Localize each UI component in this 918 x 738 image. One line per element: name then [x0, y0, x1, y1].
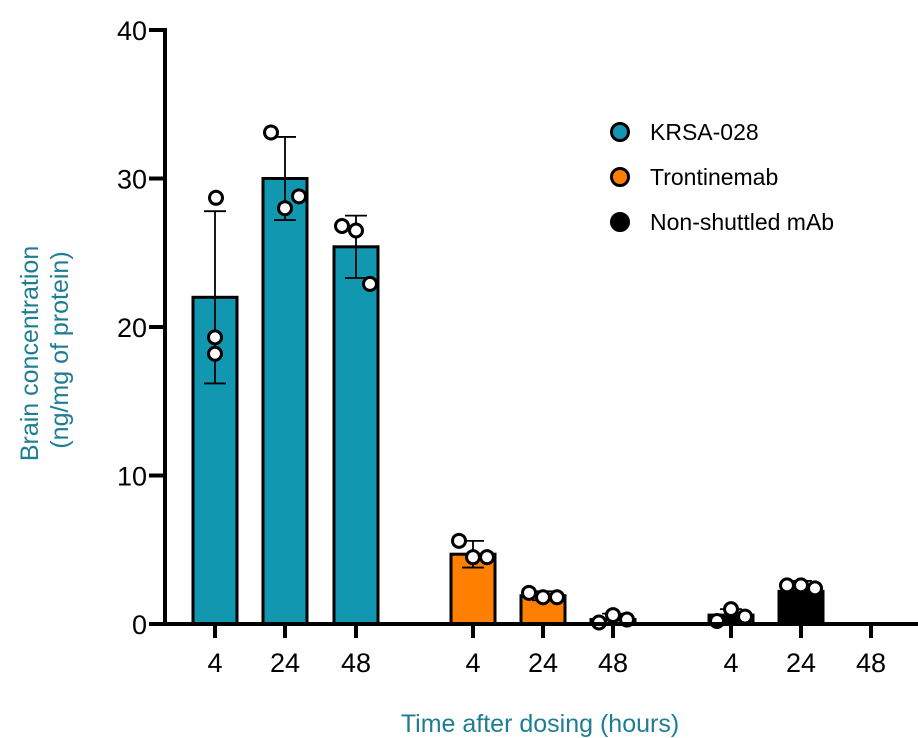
bar-0-1 — [261, 177, 309, 626]
legend: KRSA-028 Trontinemab Non-shuttled mAb — [610, 119, 834, 235]
point-0-0-1 — [207, 329, 223, 346]
x-axis-title: Time after dosing (hours) — [401, 710, 679, 738]
point-0-1-1 — [277, 200, 293, 217]
x-tick-label-2-0: 4 — [723, 648, 738, 678]
legend-marker-2 — [610, 212, 630, 232]
legend-label-0: KRSA-028 — [650, 119, 759, 145]
y-axis-title: Brain concentration (ng/mg of protein) — [16, 239, 74, 461]
point-0-1-0 — [263, 124, 279, 141]
point-1-1-1 — [535, 589, 551, 606]
point-1-2-1 — [605, 607, 621, 624]
x-tick-label-1-1: 24 — [528, 648, 558, 678]
legend-label-1: Trontinemab — [650, 164, 778, 190]
y-tick-label-2: 20 — [117, 313, 147, 343]
point-0-1-2 — [291, 188, 307, 205]
x-tick-label-0-1: 24 — [270, 648, 300, 678]
y-axis-title-line-2: (ng/mg of protein) — [46, 251, 74, 448]
point-0-2-2 — [362, 275, 378, 292]
bars — [191, 177, 825, 626]
x-axis: 4 24 48 4 24 48 4 24 48 — [163, 622, 918, 678]
point-1-0-0 — [451, 532, 467, 549]
point-0-2-1 — [348, 222, 364, 239]
y-tick-label-0: 0 — [132, 610, 147, 640]
legend-marker-0 — [610, 122, 630, 142]
x-tick-label-2-1: 24 — [786, 648, 816, 678]
point-1-1-2 — [549, 589, 565, 606]
y-tick-label-1: 10 — [117, 462, 147, 492]
point-2-0-1 — [723, 601, 739, 618]
point-0-0-0 — [208, 189, 224, 206]
y-tick-label-4: 40 — [117, 16, 147, 46]
x-tick-label-1-2: 48 — [598, 648, 628, 678]
point-2-0-2 — [737, 608, 753, 625]
legend-label-2: Non-shuttled mAb — [650, 209, 834, 235]
point-0-0-2 — [207, 345, 223, 362]
point-1-0-1 — [465, 549, 481, 566]
point-0-2-0 — [334, 218, 350, 235]
x-tick-label-0-0: 4 — [207, 648, 222, 678]
point-2-1-2 — [807, 580, 823, 597]
y-tick-label-3: 30 — [117, 165, 147, 195]
x-tick-label-0-2: 48 — [341, 648, 371, 678]
legend-marker-1 — [610, 167, 630, 187]
point-1-1-0 — [521, 584, 537, 601]
point-2-1-0 — [779, 577, 795, 594]
x-tick-label-1-0: 4 — [465, 648, 480, 678]
point-1-0-2 — [479, 549, 495, 566]
y-axis-title-line-1: Brain concentration — [16, 246, 44, 461]
x-tick-label-2-2: 48 — [856, 648, 886, 678]
y-axis: 0 10 20 30 40 — [117, 16, 167, 640]
bar-0-2 — [332, 245, 380, 626]
point-2-1-1 — [793, 577, 809, 594]
